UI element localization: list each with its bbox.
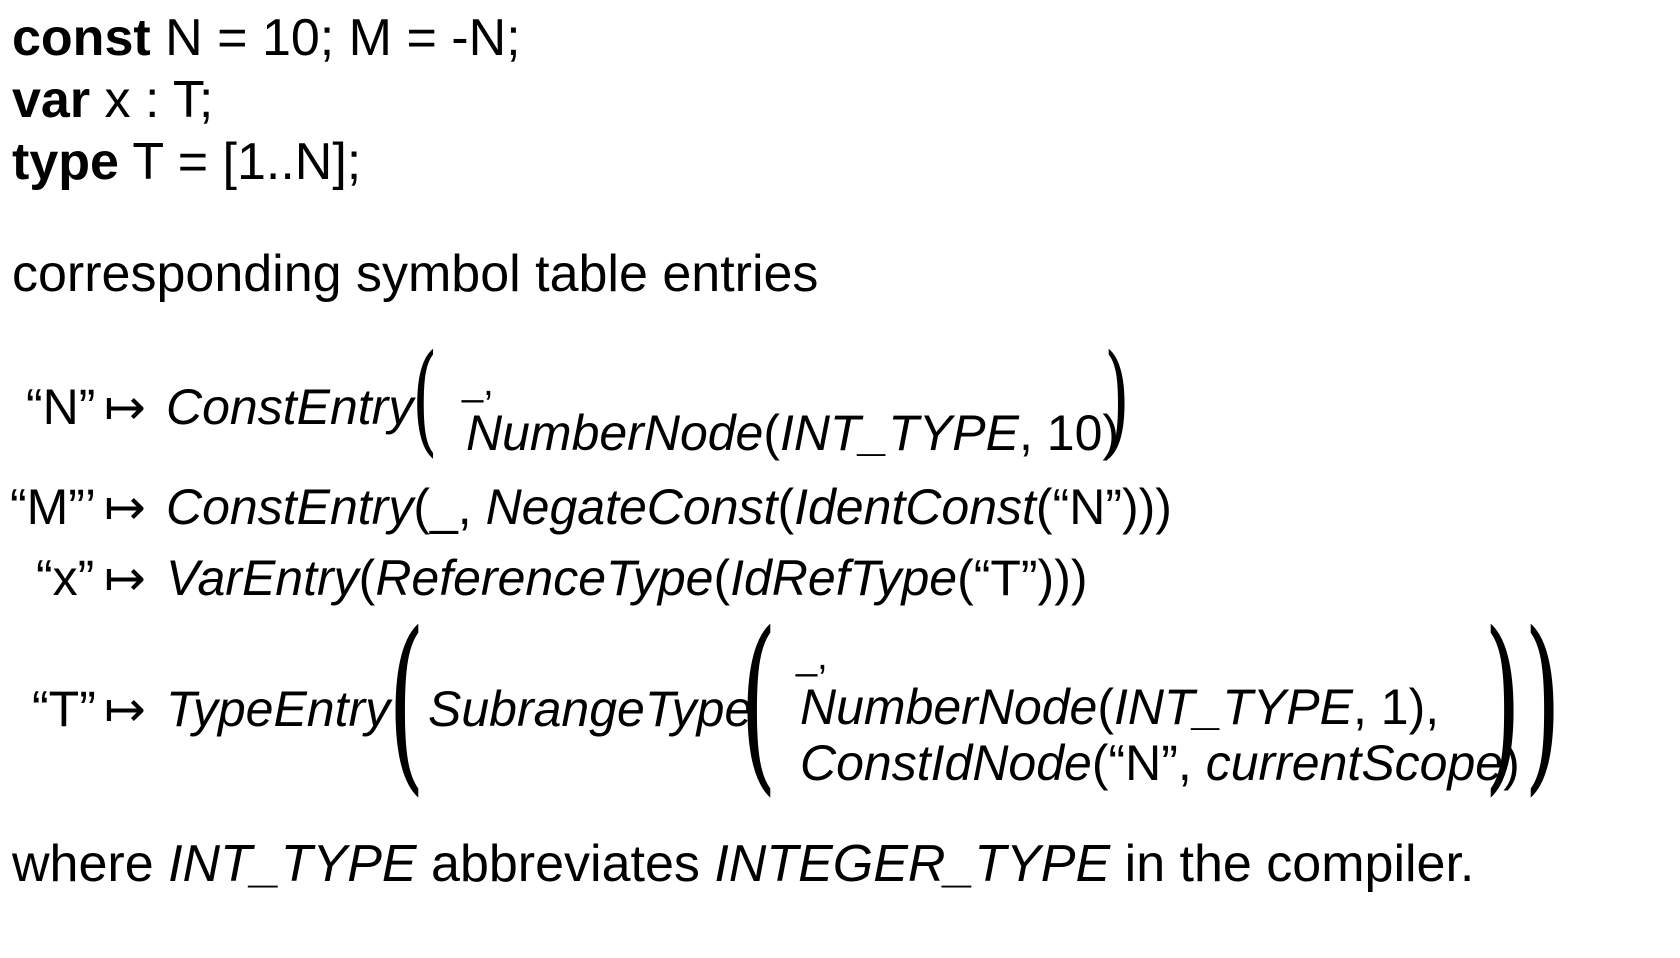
code-line-1: const N = 10; M = -N; bbox=[12, 12, 521, 64]
code-line-3: type T = [1..N]; bbox=[12, 136, 361, 188]
outer-right-paren: ) bbox=[1524, 592, 1562, 813]
maps-to-arrow: ↦ bbox=[104, 479, 146, 535]
number-node: NumberNode(INT_TYPE, 1), bbox=[800, 679, 1440, 735]
code-text: T = [1..N]; bbox=[118, 133, 362, 191]
keyword: type bbox=[12, 133, 119, 191]
keyword: var bbox=[12, 71, 91, 129]
caption: corresponding symbol table entries bbox=[12, 245, 819, 303]
keyword: const bbox=[12, 9, 151, 67]
footer-note: where INT_TYPE abbreviates INTEGER_TYPE … bbox=[12, 835, 1475, 893]
entry-expression: VarEntry(ReferenceType(IdRefType(“T”))) bbox=[166, 550, 1088, 606]
code-text: x : T; bbox=[90, 71, 214, 129]
maps-to-arrow: ↦ bbox=[104, 379, 146, 435]
inner-right-paren: ) bbox=[1484, 592, 1522, 813]
code-text: N = 10; M = -N; bbox=[150, 9, 521, 67]
code-line-2: var x : T; bbox=[12, 74, 213, 126]
blank-arg: _, bbox=[796, 636, 828, 678]
maps-to-arrow: ↦ bbox=[104, 681, 146, 737]
constructor: TypeEntry bbox=[166, 681, 391, 737]
maps-to-arrow: ↦ bbox=[104, 550, 146, 606]
entry-key: “N” bbox=[26, 379, 96, 435]
left-paren: ( bbox=[412, 330, 438, 469]
subrange-type: SubrangeType bbox=[428, 681, 753, 737]
number-node: NumberNode(INT_TYPE, 10) bbox=[466, 405, 1120, 461]
constructor: ConstEntry bbox=[166, 379, 414, 435]
right-paren: ) bbox=[1104, 330, 1130, 469]
const-id-node: ConstIdNode(“N”, currentScope) bbox=[800, 735, 1520, 791]
blank-arg: _, bbox=[462, 362, 494, 404]
outer-left-paren: ( bbox=[388, 592, 426, 813]
entry-key: “M”’ bbox=[10, 479, 97, 535]
entry-key: “T” bbox=[32, 681, 96, 737]
entry-key: “x” bbox=[36, 550, 95, 606]
inner-left-paren: ( bbox=[740, 592, 778, 813]
entry-expression: ConstEntry(_, NegateConst(IdentConst(“N”… bbox=[166, 479, 1172, 535]
